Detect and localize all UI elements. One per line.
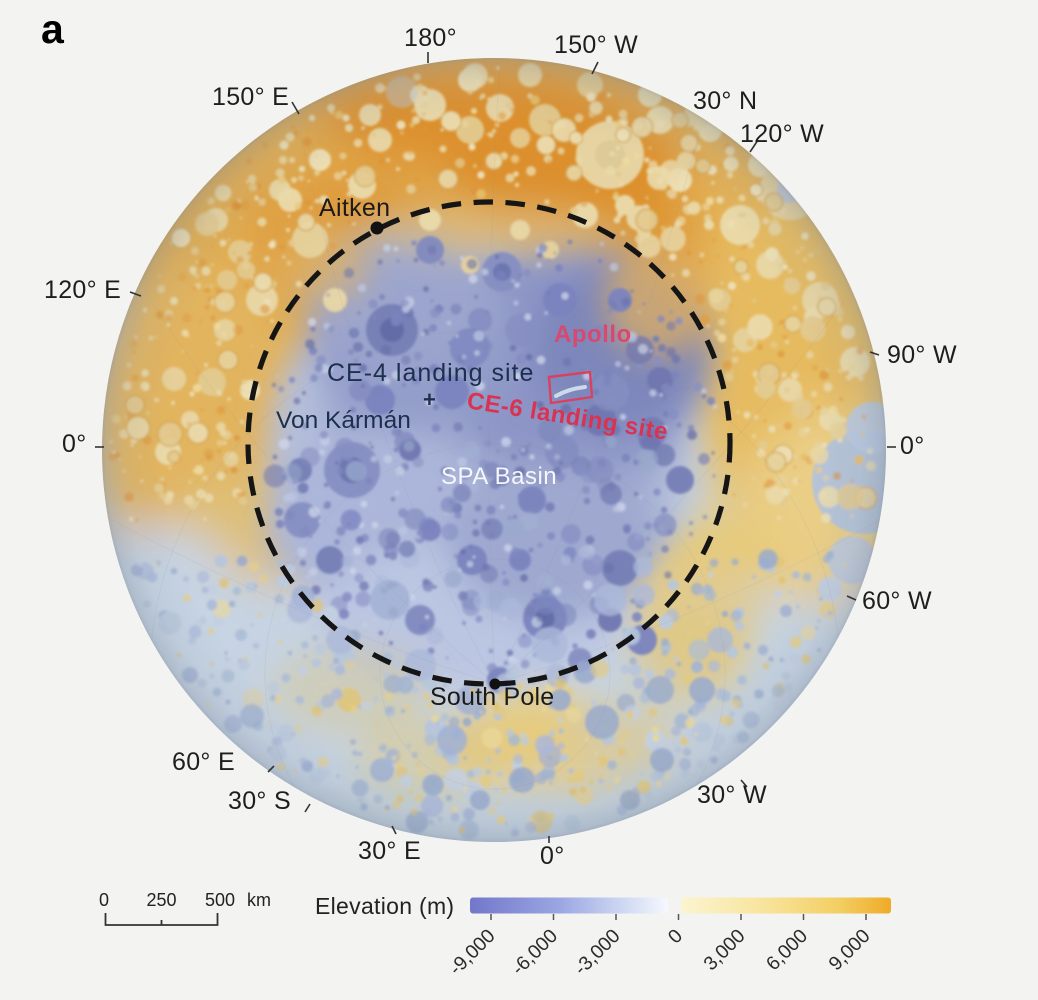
svg-text:120° E: 120° E [44,276,121,304]
svg-text:CE-4 landing site: CE-4 landing site [327,359,534,387]
svg-text:0°: 0° [62,430,87,458]
svg-text:South Pole: South Pole [430,683,554,711]
svg-text:km: km [247,890,271,910]
svg-text:500: 500 [205,890,235,910]
svg-text:0: 0 [99,890,109,910]
svg-text:Aitken: Aitken [319,194,390,222]
svg-text:30° E: 30° E [358,837,421,865]
svg-text:60° W: 60° W [862,587,932,615]
svg-text:250: 250 [146,890,176,910]
svg-text:90° W: 90° W [887,341,957,369]
svg-text:a: a [41,6,65,52]
svg-text:Elevation (m): Elevation (m) [315,893,454,919]
svg-text:150° W: 150° W [554,31,638,59]
svg-text:SPA Basin: SPA Basin [441,463,557,490]
svg-text:Apollo: Apollo [554,321,632,348]
svg-text:30° W: 30° W [697,781,767,809]
svg-text:0°: 0° [900,432,925,460]
svg-text:+: + [423,387,436,412]
svg-text:0°: 0° [540,842,565,870]
svg-text:180°: 180° [404,24,457,52]
svg-text:30° S: 30° S [228,787,291,815]
svg-text:120° W: 120° W [740,120,824,148]
svg-text:150° E: 150° E [212,83,289,111]
svg-text:Von Kármán: Von Kármán [276,407,411,434]
svg-text:30° N: 30° N [693,87,757,115]
svg-text:60° E: 60° E [172,748,235,776]
